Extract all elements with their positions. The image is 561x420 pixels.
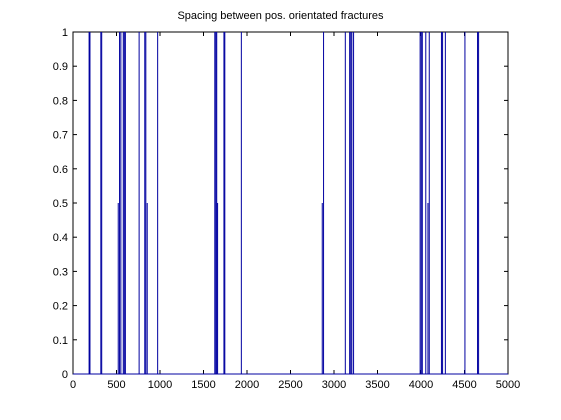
x-tick-label: 4500 <box>452 379 476 391</box>
y-tick-label: 0.3 <box>53 266 68 278</box>
y-tick-label: 0.6 <box>53 164 68 176</box>
y-tick-label: 0 <box>62 369 68 381</box>
y-tick-label: 0.1 <box>53 335 68 347</box>
chart-title: Spacing between pos. orientated fracture… <box>177 10 384 22</box>
x-tick-label: 1000 <box>148 379 172 391</box>
x-tick-label: 5000 <box>496 379 520 391</box>
x-tick-label: 1500 <box>191 379 215 391</box>
x-tick-label: 3500 <box>365 379 389 391</box>
x-tick-label: 3000 <box>322 379 346 391</box>
y-tick-label: 0.2 <box>53 301 68 313</box>
y-tick-label: 1 <box>62 27 68 39</box>
x-tick-label: 2000 <box>235 379 259 391</box>
y-tick-label: 0.8 <box>53 95 68 107</box>
x-tick-label: 0 <box>70 379 76 391</box>
y-tick-label: 0.7 <box>53 130 68 142</box>
y-tick-label: 0.9 <box>53 61 68 73</box>
y-tick-label: 0.4 <box>53 232 68 244</box>
x-tick-label: 500 <box>107 379 125 391</box>
y-tick-label: 0.5 <box>53 198 68 210</box>
x-tick-label: 4000 <box>409 379 433 391</box>
x-tick-label: 2500 <box>278 379 302 391</box>
